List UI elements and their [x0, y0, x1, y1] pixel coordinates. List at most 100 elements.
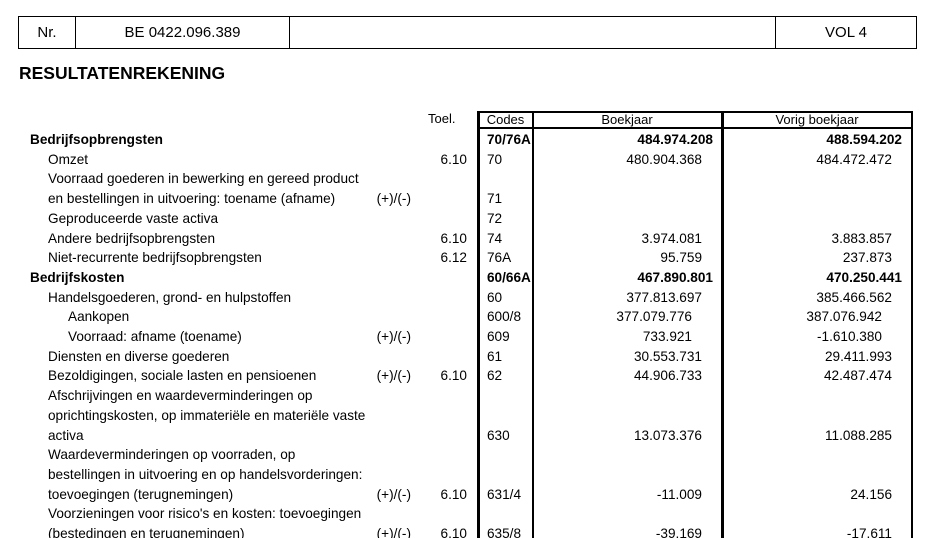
previous-year-value: 385.466.562: [816, 289, 892, 305]
table-row: Handelsgoederen, grond- en hulpstoffen 60…: [0, 288, 933, 308]
row-label: Geproduceerde vaste activa: [48, 210, 219, 226]
current-year-value: 30.553.731: [633, 348, 702, 364]
previous-year-value: 488.594.202: [826, 132, 902, 147]
table-row: Voorraad goederen in bewerking en gereed…: [0, 169, 933, 208]
table-row: Niet-recurrente bedrijfsopbrengsten 6.12 7…: [0, 248, 933, 268]
row-label: Diensten en diverse goederen: [48, 348, 230, 364]
row-label: Bedrijfskosten: [30, 269, 125, 285]
income-statement-rows: Bedrijfsopbrengsten 70/76A 484.974.208 488.…: [0, 130, 933, 538]
table-row: Bedrijfskosten 60/66A 467.890.801 470.250.4…: [0, 268, 933, 288]
row-code: 70: [487, 151, 503, 167]
codes-header: Codes: [486, 112, 525, 127]
toel-reference: 6.12: [440, 250, 467, 266]
row-label: Afschrijvingen en waardeverminderingen o…: [48, 388, 366, 443]
previous-year-value: 29.411.993: [824, 348, 892, 364]
table-row: Aankopen 600/8 377.079.776 387.076.942: [0, 307, 933, 327]
current-year-value: 733.921: [642, 329, 692, 345]
row-code: 74: [487, 230, 503, 246]
row-label: Andere bedrijfsopbrengsten: [48, 230, 216, 246]
previous-year-header: Vorig boekjaar: [775, 112, 859, 127]
previous-year-value: 24.156: [850, 486, 892, 502]
volume-label: VOL 4: [825, 24, 867, 41]
current-year-header: Boekjaar: [601, 112, 653, 127]
previous-year-value: 470.250.441: [826, 269, 902, 285]
row-label: Voorzieningen voor risico's en kosten: t…: [48, 506, 362, 538]
sign-indicator: (+)/(-): [376, 191, 411, 207]
row-code: 60: [487, 289, 503, 305]
table-row: Omzet 6.10 70 480.904.368 484.472.472: [0, 150, 933, 170]
table-row: Andere bedrijfsopbrengsten 6.10 74 3.974.08…: [0, 229, 933, 249]
nr-label: Nr.: [19, 17, 76, 48]
current-year-value: 377.813.697: [626, 289, 702, 305]
table-row: Voorzieningen voor risico's en kosten: t…: [0, 504, 933, 538]
toel-reference: 6.10: [440, 368, 467, 384]
row-code: 60/66A: [487, 269, 531, 285]
row-code: 609: [487, 329, 510, 345]
table-row: Diensten en diverse goederen 61 30.553.731…: [0, 347, 933, 367]
table-top-border: [478, 111, 912, 113]
current-year-value: 484.974.208: [637, 132, 713, 147]
row-code: 70/76A: [487, 132, 531, 147]
current-year-value: 44.906.733: [633, 368, 702, 384]
previous-year-value: 237.873: [842, 250, 892, 266]
row-code: 76A: [487, 250, 512, 266]
company-number: BE 0422.096.389: [76, 17, 290, 48]
row-label: Bezoldigingen, sociale lasten en pensioe…: [48, 368, 317, 384]
row-code: 72: [487, 210, 503, 226]
row-code: 600/8: [487, 309, 522, 325]
table-row: Waardeverminderingen op voorraden, op be…: [0, 445, 933, 504]
toel-reference: 6.10: [440, 230, 467, 246]
row-label: Waardeverminderingen op voorraden, op be…: [48, 447, 363, 502]
table-row: Afschrijvingen en waardeverminderingen o…: [0, 386, 933, 445]
toel-reference: 6.10: [440, 526, 467, 538]
table-row: Geproduceerde vaste activa 72: [0, 209, 933, 229]
current-year-value: 480.904.368: [626, 151, 702, 167]
row-code: 62: [487, 368, 503, 384]
row-label: Omzet: [48, 151, 89, 167]
row-label: Niet-recurrente bedrijfsopbrengsten: [48, 250, 262, 266]
sign-indicator: (+)/(-): [376, 526, 411, 538]
codes-right-border: [532, 111, 534, 538]
previous-year-value: 387.076.942: [806, 309, 882, 325]
table-row: Bezoldigingen, sociale lasten en pensioe…: [0, 366, 933, 386]
current-year-value: -39.169: [655, 526, 702, 538]
row-label: Bedrijfsopbrengsten: [30, 132, 163, 147]
row-label: Voorraad goederen in bewerking en gereed…: [48, 171, 359, 207]
row-code: 61: [487, 348, 503, 364]
header-blank: [290, 17, 776, 48]
row-code: 630: [487, 427, 510, 443]
codes-left-border: [477, 111, 480, 538]
row-code: 635/8: [487, 526, 522, 538]
current-year-value: 13.073.376: [633, 427, 702, 443]
current-right-border: [721, 111, 724, 538]
page-title: RESULTATENREKENING: [19, 63, 226, 83]
current-year-value: 467.890.801: [637, 269, 713, 285]
sign-indicator: (+)/(-): [376, 486, 411, 502]
row-label: Aankopen: [68, 309, 130, 325]
toel-reference: 6.10: [440, 486, 467, 502]
row-label: Voorraad: afname (toename): [68, 329, 242, 345]
header-box: Nr. BE 0422.096.389 VOL 4: [18, 16, 917, 49]
previous-year-value: 484.472.472: [816, 151, 892, 167]
previous-right-border: [911, 111, 913, 538]
row-code: 631/4: [487, 486, 522, 502]
table-row: Bedrijfsopbrengsten 70/76A 484.974.208 488.…: [0, 130, 933, 150]
previous-year-value: 11.088.285: [824, 427, 892, 443]
current-year-value: 95.759: [660, 250, 702, 266]
current-year-value: -11.009: [656, 486, 702, 502]
header-bottom-border: [478, 127, 912, 129]
toel-header: Toel.: [428, 111, 456, 126]
previous-year-value: 42.487.474: [823, 368, 892, 384]
previous-year-value: -17.611: [846, 526, 892, 538]
current-year-value: 3.974.081: [641, 230, 702, 246]
row-label: Handelsgoederen, grond- en hulpstoffen: [48, 289, 292, 305]
current-year-value: 377.079.776: [616, 309, 692, 325]
sign-indicator: (+)/(-): [376, 368, 411, 384]
row-code: 71: [487, 191, 503, 207]
toel-reference: 6.10: [440, 151, 467, 167]
previous-year-value: 3.883.857: [831, 230, 892, 246]
table-row: Voorraad: afname (toename) (+)/(-) 609 733.…: [0, 327, 933, 347]
sign-indicator: (+)/(-): [376, 329, 411, 345]
previous-year-value: -1.610.380: [816, 329, 882, 345]
